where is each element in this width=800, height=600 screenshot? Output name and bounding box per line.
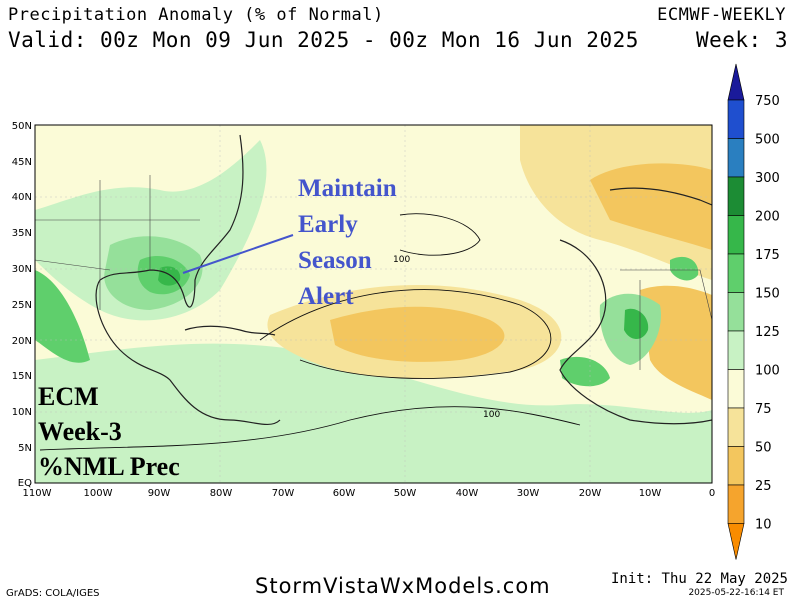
coastlines [95,134,712,425]
lon-label: 90W [148,488,171,499]
wet-morocco [670,256,699,281]
map-title: Precipitation Anomaly (% of Normal) [8,5,384,25]
dry-core-atlantic [330,306,505,362]
wet-mexico-pacific [35,270,90,363]
lat-label: 40N [12,192,32,203]
colorbar-label: 100 [755,364,780,379]
ecm-line: %NML Prec [38,452,180,481]
lon-label: 40W [456,488,479,499]
colorbar-arrow-bottom [727,523,745,560]
lat-label: 30N [12,264,32,275]
colorbar-label: 75 [755,402,772,417]
colorbar-swatch [727,330,745,370]
lat-label: 15N [12,371,32,382]
colorbar-label: 10 [755,518,772,533]
lon-label: 100W [84,488,113,499]
alert-pointer [182,234,294,274]
lon-label: 50W [394,488,417,499]
colorbar-label: 175 [755,248,780,263]
alert-line: Early [298,211,358,238]
colorbar: 750 500 300 200 175 150 125 100 75 50 25 10 [727,63,780,560]
alert-line: Alert [298,283,354,310]
site-credit: StormVistaWxModels.com [255,574,551,598]
colorbar-swatch [727,292,745,332]
dry-iberia [590,163,712,250]
lat-label: 35N [12,228,32,239]
lat-label: EQ [18,478,32,489]
lat-axis: 50N 45N 40N 35N 30N 25N 20N 15N 10N 5N E… [12,121,32,489]
colorbar-body: 750 500 300 200 175 150 125 100 75 50 25 10 [727,63,780,560]
lon-label: 110W [23,488,52,499]
lat-label: 25N [12,300,32,311]
ecm-line: Week-3 [38,417,122,446]
colorbar-swatch [727,215,745,255]
colorbar-swatch [727,484,745,524]
lon-label: 10W [639,488,662,499]
grads-credit: GrADS: COLA/IGES [6,588,100,599]
map-frame [34,124,713,484]
lat-label: 10N [12,407,32,418]
colorbar-label: 200 [755,210,780,225]
lon-axis: 110W 100W 90W 80W 70W 60W 50W 40W 30W 20… [23,488,716,499]
lat-label: 20N [12,336,32,347]
precip-anomaly-map: 100 100 50N 45N 40N 35N 30N 25N 20N 15N … [12,121,716,499]
contour-100 [39,213,581,451]
colorbar-label: 750 [755,94,780,109]
alert-line: Season [298,247,372,274]
colorbar-swatch [727,138,745,178]
colorbar-label: 300 [755,171,780,186]
colorbar-swatch [727,99,745,139]
lon-label: 80W [210,488,233,499]
lat-label: 50N [12,121,32,132]
forecast-week: Week: 3 [695,28,788,52]
lon-label: 20W [579,488,602,499]
lat-label: 5N [18,443,32,454]
colorbar-arrow-top [727,63,745,101]
colorbar-swatch [727,369,745,409]
colorbar-swatch [727,253,745,293]
colorbar-swatch [727,176,745,216]
ecm-line: ECM [38,382,99,411]
colorbar-label: 125 [755,325,780,340]
colorbar-label: 25 [755,479,772,494]
political-borders [35,175,712,370]
contour-label: 100 [393,255,410,265]
timestamp: 2025-05-22-16:14 ET [688,588,784,598]
lon-label: 0 [709,488,715,499]
wet-peak-southeast [158,266,181,286]
init-time: Init: Thu 22 May 2025 [610,571,788,587]
lon-label: 70W [272,488,295,499]
lon-label: 30W [517,488,540,499]
contour-label: 100 [483,410,500,420]
alert-line: Maintain [298,175,397,202]
colorbar-label: 150 [755,287,780,302]
model-name: ECMWF-WEEKLY [657,5,786,25]
wet-west-africa-coast [560,356,610,387]
tropical-wet-band [35,343,712,483]
ecm-annotation: ECM Week-3 %NML Prec [38,382,180,481]
lat-label: 45N [12,157,32,168]
colorbar-swatch [727,407,745,447]
alert-annotation: Maintain Early Season Alert [298,175,397,310]
wet-core-nw-africa [624,308,649,339]
wet-us-east [35,140,267,321]
valid-period: Valid: 00z Mon 09 Jun 2025 - 00z Mon 16 … [8,28,639,52]
colorbar-label: 50 [755,441,772,456]
colorbar-label: 500 [755,133,780,148]
colorbar-swatch [727,446,745,486]
lon-label: 60W [333,488,356,499]
